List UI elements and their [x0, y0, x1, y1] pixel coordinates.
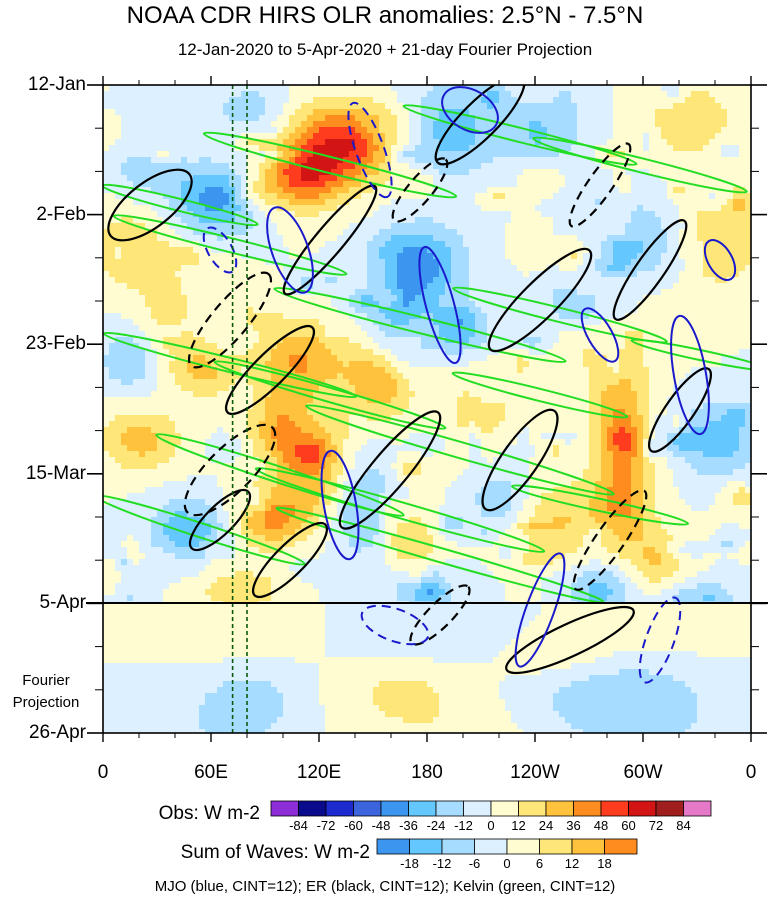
- obs-colorbar-box: [519, 801, 547, 816]
- waves-colorbar-tick: 6: [525, 856, 555, 871]
- obs-colorbar-box: [546, 801, 574, 816]
- projection-label-line2: Projection: [13, 694, 80, 711]
- obs-colorbar-box: [409, 801, 437, 816]
- waves-colorbar-box: [475, 839, 508, 854]
- waves-colorbar-tick: 0: [492, 856, 522, 871]
- obs-colorbar-box: [684, 801, 712, 816]
- x-tick-label: 60E: [171, 762, 251, 784]
- obs-colorbar-box: [381, 801, 409, 816]
- waves-colorbar-box: [377, 839, 410, 854]
- obs-colorbar-box: [491, 801, 519, 816]
- obs-colorbar-tick: 36: [559, 818, 589, 833]
- waves-colorbar-tick: 12: [557, 856, 587, 871]
- x-tick-label: 120W: [495, 762, 575, 784]
- x-tick-label: 0: [63, 762, 143, 784]
- y-tick-label: 23-Feb: [0, 333, 86, 355]
- obs-colorbar-title: Obs: W m-2: [90, 803, 260, 825]
- obs-colorbar-tick: 24: [531, 818, 561, 833]
- fourier-projection-label: Fourier Projection: [2, 670, 90, 714]
- waves-colorbar-tick: -12: [427, 856, 457, 871]
- obs-colorbar-box: [326, 801, 354, 816]
- obs-colorbar-box: [464, 801, 492, 816]
- waves-colorbar-title: Sum of Waves: W m-2: [90, 842, 370, 864]
- y-tick-label: 26-Apr: [0, 722, 86, 744]
- obs-colorbar-box: [436, 801, 464, 816]
- obs-colorbar-tick: 48: [586, 818, 616, 833]
- waves-colorbar-box: [507, 839, 540, 854]
- projected-anomaly-field: [103, 603, 752, 736]
- waves-colorbar-box: [442, 839, 475, 854]
- obs-colorbar-box: [354, 801, 382, 816]
- obs-colorbar-tick: -48: [366, 818, 396, 833]
- waves-colorbar-tick: -18: [395, 856, 425, 871]
- x-tick-label: 0: [711, 762, 770, 784]
- projection-label-line1: Fourier: [22, 672, 70, 689]
- obs-colorbar-tick: 72: [641, 818, 671, 833]
- y-tick-label: 12-Jan: [0, 74, 86, 96]
- contour-legend-text: MJO (blue, CINT=12); ER (black, CINT=12)…: [0, 878, 770, 895]
- x-tick-label: 60W: [603, 762, 683, 784]
- obs-colorbar-tick: -24: [421, 818, 451, 833]
- obs-colorbar-box: [271, 801, 299, 816]
- y-tick-label: 2-Feb: [0, 204, 86, 226]
- obs-colorbar-tick: 0: [476, 818, 506, 833]
- obs-colorbar-tick: -72: [311, 818, 341, 833]
- x-tick-label: 180: [387, 762, 467, 784]
- obs-colorbar-tick: -84: [284, 818, 314, 833]
- obs-colorbar-box: [299, 801, 327, 816]
- obs-colorbar-box: [601, 801, 629, 816]
- obs-colorbar-box: [574, 801, 602, 816]
- x-tick-label: 120E: [279, 762, 359, 784]
- observed-anomaly-field: [103, 85, 752, 608]
- obs-colorbar-box: [629, 801, 657, 816]
- y-tick-label: 5-Apr: [0, 592, 86, 614]
- y-tick-label: 15-Mar: [0, 463, 86, 485]
- obs-colorbar-tick: 60: [614, 818, 644, 833]
- obs-colorbar-tick: -36: [394, 818, 424, 833]
- waves-colorbar-tick: 18: [590, 856, 620, 871]
- waves-colorbar-box: [410, 839, 443, 854]
- waves-colorbar-box: [605, 839, 638, 854]
- waves-colorbar-box: [540, 839, 573, 854]
- waves-colorbar-box: [572, 839, 605, 854]
- waves-colorbar-tick: -6: [460, 856, 490, 871]
- obs-colorbar-tick: -60: [339, 818, 369, 833]
- obs-colorbar-tick: -12: [449, 818, 479, 833]
- obs-colorbar-tick: 12: [504, 818, 534, 833]
- obs-colorbar-box: [656, 801, 684, 816]
- obs-colorbar-tick: 84: [669, 818, 699, 833]
